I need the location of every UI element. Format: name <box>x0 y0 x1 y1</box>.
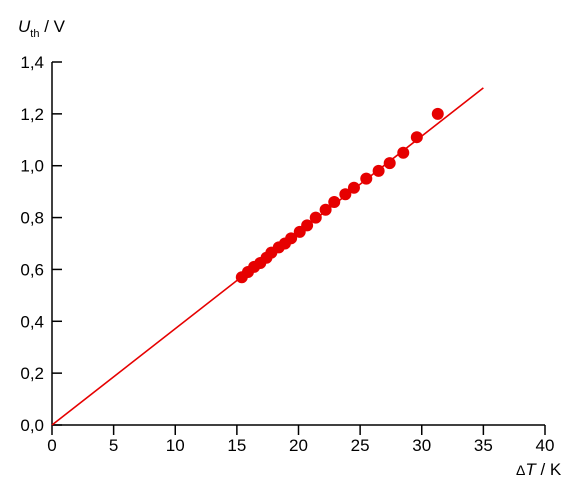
x-tick-label: 35 <box>474 436 493 455</box>
axes: 0 5 10 15 20 25 30 35 40 0,0 0,2 0,4 0,6 0,8 1,0 1,2 1,4 <box>20 53 554 455</box>
x-tick-label: 30 <box>412 436 431 455</box>
data-point <box>328 196 341 209</box>
y-tick-label: 0,4 <box>20 312 44 331</box>
data-points <box>235 107 444 284</box>
data-point <box>347 181 360 194</box>
data-point <box>285 232 298 245</box>
y-tick-label: 0,8 <box>20 209 44 228</box>
y-axis-title: Uth / V <box>18 17 66 40</box>
x-axis-unit: / K <box>536 460 562 479</box>
y-tick-label: 1,4 <box>20 53 44 72</box>
y-axis-variable: U <box>18 17 31 36</box>
y-axis-unit: / V <box>39 17 65 36</box>
data-point <box>301 219 314 232</box>
y-tick-label: 0,6 <box>20 260 44 279</box>
x-tick-label: 25 <box>351 436 370 455</box>
data-point <box>397 146 410 159</box>
x-tick-label: 15 <box>227 436 246 455</box>
x-axis-title: ΔT / K <box>516 460 562 479</box>
y-tick-label: 1,2 <box>20 105 44 124</box>
data-point <box>360 172 373 185</box>
data-point <box>372 164 385 177</box>
x-tick-label: 10 <box>166 436 185 455</box>
data-point <box>309 211 322 224</box>
x-tick-label: 20 <box>289 436 308 455</box>
data-point <box>383 157 396 170</box>
x-tick-label: 5 <box>109 436 118 455</box>
x-axis-variable: T <box>525 460 537 479</box>
x-tick-label: 40 <box>536 436 555 455</box>
y-axis-subscript: th <box>30 28 39 40</box>
data-point <box>319 203 332 216</box>
data-point <box>410 131 423 144</box>
x-axis-delta: Δ <box>516 462 525 478</box>
x-tick-label: 0 <box>47 436 56 455</box>
axis-labels: Uth / V ΔT / K <box>18 17 562 479</box>
data-point <box>339 188 352 201</box>
y-tick-label: 0,0 <box>20 416 44 435</box>
y-tick-label: 0,2 <box>20 364 44 383</box>
y-tick-label: 1,0 <box>20 157 44 176</box>
data-point <box>431 107 444 120</box>
